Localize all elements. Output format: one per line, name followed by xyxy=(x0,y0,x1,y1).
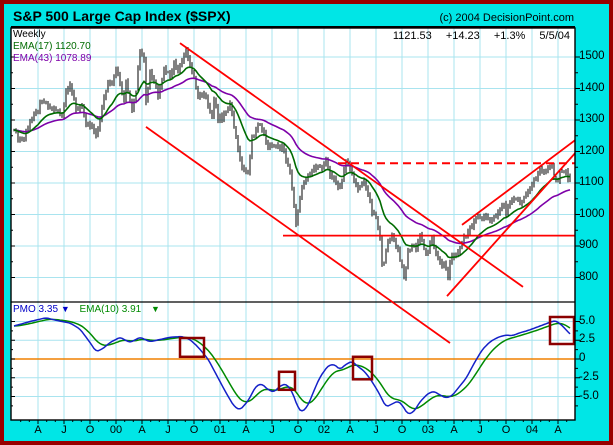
pmo-value-label: PMO 3.35 xyxy=(13,304,59,315)
time-axis-label: A xyxy=(450,424,458,436)
quote-date: 5/5/04 xyxy=(539,30,570,42)
copyright-text: (c) 2004 DecisionPoint.com xyxy=(439,12,574,24)
pmo-axis-label: 0 xyxy=(579,352,586,364)
time-axis-label: J xyxy=(373,424,379,436)
price-axis-label: 800 xyxy=(579,271,599,283)
time-axis-label: 03 xyxy=(421,424,435,436)
time-axis-label: O xyxy=(397,424,407,436)
main-chart-legend: Weekly EMA(17) 1120.70 EMA(43) 1078.89 xyxy=(13,29,91,65)
price-axis-label: 1100 xyxy=(579,176,604,188)
time-axis-label: O xyxy=(501,424,511,436)
time-axis-label: 01 xyxy=(213,424,227,436)
time-axis-label: J xyxy=(165,424,171,436)
price-axis-label: 900 xyxy=(579,239,599,251)
time-axis-label: O xyxy=(293,424,303,436)
title-bar: S&P 500 Large Cap Index ($SPX) (c) 2004 … xyxy=(11,7,575,28)
time-axis-label: A xyxy=(554,424,562,436)
timeframe-label: Weekly xyxy=(13,29,46,40)
time-axis-label: A xyxy=(34,424,42,436)
price-axis-label: 1500 xyxy=(579,50,605,62)
time-axis-label: J xyxy=(269,424,275,436)
time-axis-label: O xyxy=(189,424,199,436)
time-axis-label: J xyxy=(61,424,67,436)
ema10-down-arrow-icon: ▼ xyxy=(151,304,160,314)
pmo-legend: PMO 3.35 ▼ EMA(10) 3.91 ▼ xyxy=(13,303,160,316)
quote-percent: +1.3% xyxy=(493,30,526,42)
pmo-axis-label: 2.5 xyxy=(579,333,595,345)
time-axis-label: A xyxy=(242,424,250,436)
price-axis-label: 1300 xyxy=(579,113,605,125)
pmo-ema10-label: EMA(10) 3.91 xyxy=(79,304,142,315)
quote-line: 1121.53 +14.23 +1.3% 5/5/04 xyxy=(280,30,570,42)
ema43-legend: EMA(43) 1078.89 xyxy=(13,53,92,64)
price-axis-label: 1400 xyxy=(579,82,605,94)
pmo-axis-label: -5.0 xyxy=(579,390,599,402)
time-axis-label: A xyxy=(346,424,354,436)
quote-change: +14.23 xyxy=(445,30,480,42)
time-axis-label: A xyxy=(138,424,146,436)
page-title: S&P 500 Large Cap Index ($SPX) xyxy=(13,8,231,24)
time-axis-label: 02 xyxy=(317,424,331,436)
time-axis-label: J xyxy=(477,424,483,436)
price-axis-label: 1000 xyxy=(579,208,605,220)
pmo-axis-label: -2.5 xyxy=(579,371,599,383)
quote-last: 1121.53 xyxy=(392,30,432,42)
price-axis-label: 1200 xyxy=(579,145,605,157)
time-axis-label: 04 xyxy=(525,424,539,436)
pmo-axis-label: 5.0 xyxy=(579,315,595,327)
ema17-legend: EMA(17) 1120.70 xyxy=(13,41,91,52)
time-axis-label: 00 xyxy=(109,424,123,436)
time-axis-label: O xyxy=(85,424,95,436)
pmo-down-arrow-icon: ▼ xyxy=(60,304,70,314)
